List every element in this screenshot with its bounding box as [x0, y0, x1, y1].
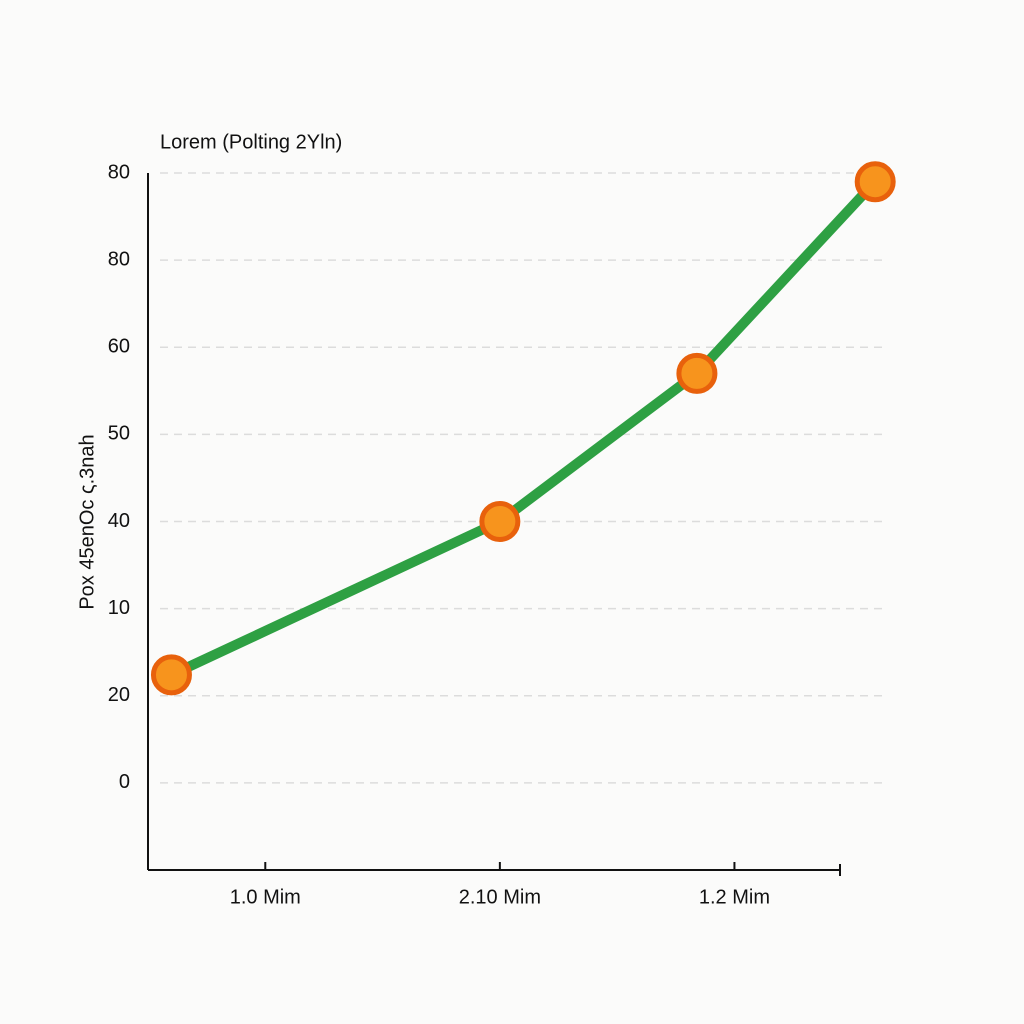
- chart-title: Lorem (Polting 2Yln): [160, 131, 342, 153]
- point-marker: [150, 654, 192, 696]
- point-marker: [479, 501, 521, 542]
- y-tick-label: 80: [108, 161, 130, 183]
- point-marker: [676, 352, 718, 394]
- y-tick-label: 20: [108, 684, 130, 706]
- y-tick-label: 40: [108, 510, 130, 532]
- y-tick-label: 0: [119, 771, 130, 793]
- y-tick-label: 60: [108, 336, 130, 358]
- y-axis-label: Pox 45enOc ς.3nah: [76, 434, 98, 609]
- y-tick-label: 10: [108, 597, 130, 619]
- line: [169, 178, 879, 680]
- x-tick-label: 1.0 Mim: [230, 886, 301, 908]
- x-tick-label: 2.10 Mim: [459, 886, 541, 908]
- point-marker: [854, 161, 896, 203]
- x-tick-label: 1.2 Mim: [699, 886, 770, 908]
- y-tick-label: 50: [108, 423, 130, 445]
- y-tick-label: 80: [108, 248, 130, 270]
